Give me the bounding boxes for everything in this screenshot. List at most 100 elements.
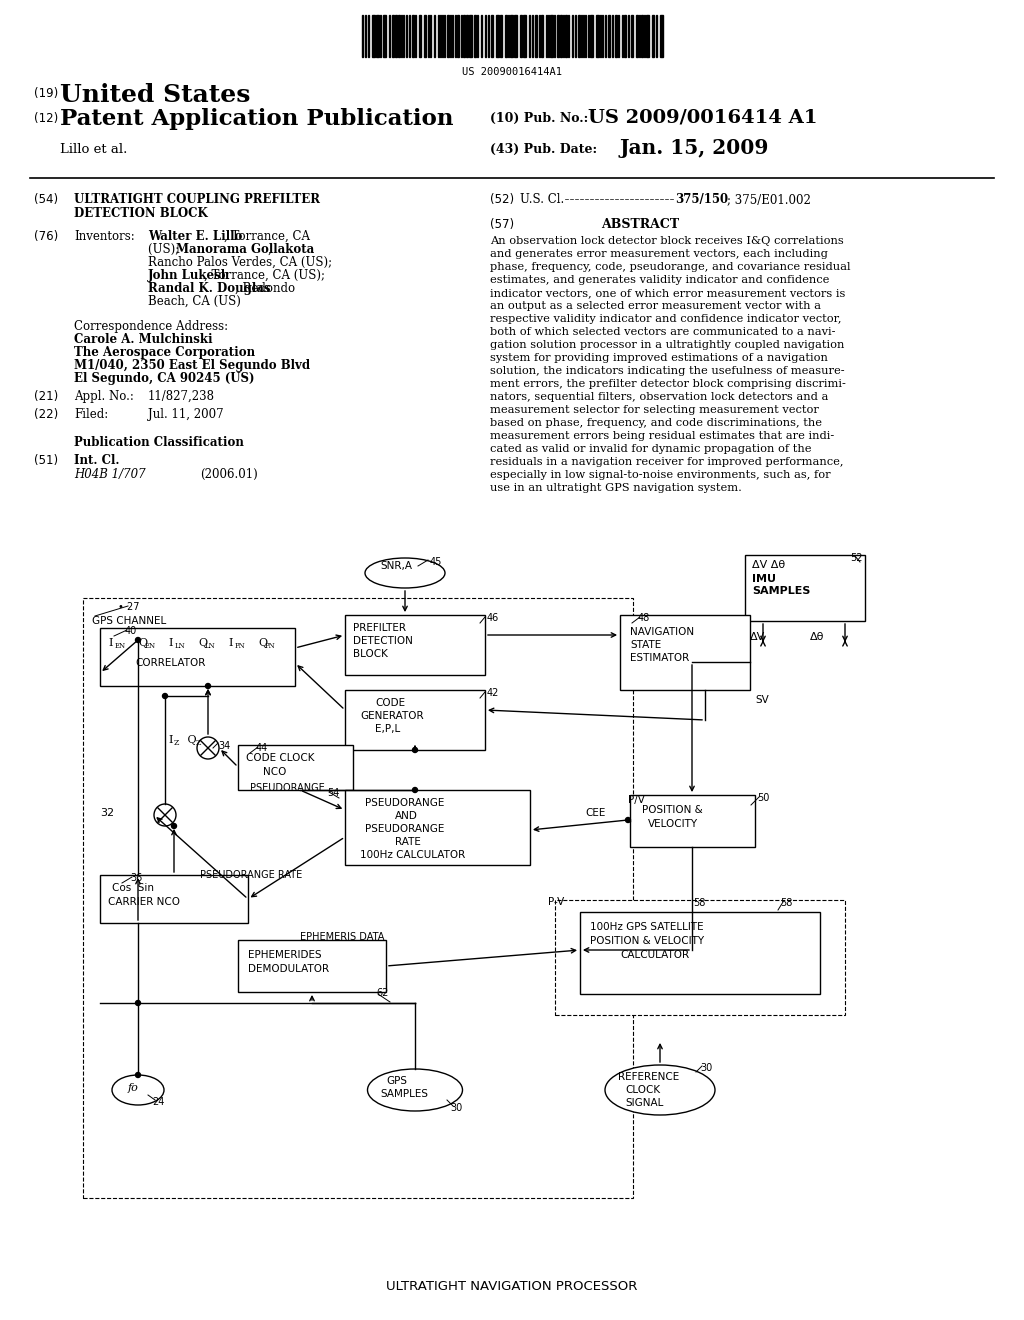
Text: ment errors, the prefilter detector block comprising discrimi-: ment errors, the prefilter detector bloc… (490, 379, 846, 389)
Bar (372, 15, 375, 57)
Text: Rancho Palos Verdes, CA (US);: Rancho Palos Verdes, CA (US); (148, 256, 332, 269)
Bar (660, 15, 663, 57)
Text: 58: 58 (693, 898, 706, 908)
Text: GPS: GPS (386, 1076, 407, 1086)
Text: NAVIGATION: NAVIGATION (630, 627, 694, 638)
Text: Z: Z (196, 739, 202, 747)
Text: (51): (51) (34, 454, 58, 467)
Bar (447, 15, 449, 57)
Text: Δθ: Δθ (810, 632, 824, 642)
Text: 100Hz GPS SATELLITE: 100Hz GPS SATELLITE (590, 921, 703, 932)
Text: 32: 32 (100, 808, 114, 818)
Text: El Segundo, CA 90245 (US): El Segundo, CA 90245 (US) (74, 372, 255, 385)
Circle shape (135, 1072, 140, 1077)
Text: nators, sequential filters, observation lock detectors and a: nators, sequential filters, observation … (490, 392, 828, 403)
Text: 48: 48 (638, 612, 650, 623)
Text: EN: EN (115, 642, 126, 649)
Text: ,: , (268, 243, 271, 256)
Text: 34: 34 (218, 741, 230, 751)
Text: US 20090016414A1: US 20090016414A1 (462, 67, 562, 77)
Bar (383, 15, 386, 57)
Text: The Aerospace Corporation: The Aerospace Corporation (74, 346, 255, 359)
Text: Randal K. Douglas: Randal K. Douglas (148, 282, 270, 294)
Bar (550, 15, 553, 57)
Text: PN: PN (234, 642, 246, 649)
Text: 54: 54 (327, 788, 339, 799)
Text: I: I (168, 638, 172, 648)
Text: P-V: P-V (548, 898, 564, 907)
Bar (395, 15, 397, 57)
Text: Correspondence Address:: Correspondence Address: (74, 319, 228, 333)
Text: 30: 30 (700, 1063, 713, 1073)
Bar (541, 15, 543, 57)
Ellipse shape (605, 1065, 715, 1115)
Bar (424, 15, 426, 57)
Text: H04B 1/707: H04B 1/707 (74, 469, 145, 480)
Bar (238, 940, 386, 993)
Circle shape (206, 684, 211, 689)
Text: Q: Q (258, 638, 267, 648)
Circle shape (413, 788, 418, 792)
Text: cated as valid or invalid for dynamic propagation of the: cated as valid or invalid for dynamic pr… (490, 444, 811, 454)
Text: Q: Q (184, 735, 197, 744)
Text: indicator vectors, one of which error measurement vectors is: indicator vectors, one of which error me… (490, 288, 846, 298)
Text: ULTRATIGHT COUPLING PREFILTER: ULTRATIGHT COUPLING PREFILTER (74, 193, 319, 206)
Text: residuals in a navigation receiver for improved performance,: residuals in a navigation receiver for i… (490, 457, 844, 467)
Bar (630, 795, 755, 847)
Text: REFERENCE: REFERENCE (618, 1072, 679, 1082)
Bar (392, 15, 394, 57)
Text: (22): (22) (34, 408, 58, 421)
Bar (505, 15, 507, 57)
Bar (608, 15, 610, 57)
Bar (345, 789, 530, 865)
Text: U.S. Cl.: U.S. Cl. (520, 193, 564, 206)
Text: PN: PN (265, 642, 275, 649)
Bar (238, 744, 353, 789)
Text: Patent Application Publication: Patent Application Publication (60, 108, 454, 129)
Text: E,P,L: E,P,L (375, 723, 400, 734)
Bar (565, 15, 567, 57)
Text: AND: AND (395, 810, 418, 821)
Text: (10) Pub. No.:: (10) Pub. No.: (490, 112, 588, 125)
Text: Beach, CA (US): Beach, CA (US) (148, 294, 241, 308)
Bar (620, 615, 750, 690)
Text: Carole A. Mulchinski: Carole A. Mulchinski (74, 333, 213, 346)
Bar (631, 15, 633, 57)
Text: 52: 52 (850, 553, 862, 564)
Text: 36: 36 (130, 873, 142, 883)
Bar (398, 15, 400, 57)
Text: Lillo et al.: Lillo et al. (60, 143, 127, 156)
Text: SNR,A: SNR,A (380, 561, 412, 572)
Text: gation solution processor in a ultratightly coupled navigation: gation solution processor in a ultratigh… (490, 341, 845, 350)
Bar (578, 15, 580, 57)
Text: I: I (168, 735, 172, 744)
Text: 24: 24 (152, 1097, 165, 1107)
Text: solution, the indicators indicating the usefulness of measure-: solution, the indicators indicating the … (490, 366, 845, 376)
Circle shape (135, 638, 140, 643)
Bar (596, 15, 599, 57)
Ellipse shape (112, 1074, 164, 1105)
Bar (466, 15, 468, 57)
Text: CODE: CODE (375, 698, 406, 708)
Text: 46: 46 (487, 612, 500, 623)
Text: • 27: • 27 (118, 602, 139, 612)
Text: Jan. 15, 2009: Jan. 15, 2009 (620, 139, 769, 158)
Bar (555, 900, 845, 1015)
Bar (646, 15, 649, 57)
Text: 62: 62 (376, 987, 388, 998)
Text: 42: 42 (487, 688, 500, 698)
Bar (560, 15, 562, 57)
Text: ; 375/E01.002: ; 375/E01.002 (727, 193, 811, 206)
Ellipse shape (365, 558, 445, 587)
Text: Appl. No.:: Appl. No.: (74, 389, 134, 403)
Ellipse shape (154, 804, 176, 826)
Text: (57): (57) (490, 218, 514, 231)
Text: 11/827,238: 11/827,238 (148, 389, 215, 403)
Bar (419, 15, 421, 57)
Text: DETECTION: DETECTION (353, 636, 413, 645)
Text: , Torrance, CA (US);: , Torrance, CA (US); (204, 269, 325, 282)
Bar (463, 15, 465, 57)
Text: respective validity indicator and confidence indicator vector,: respective validity indicator and confid… (490, 314, 842, 323)
Text: CALCULATOR: CALCULATOR (620, 950, 689, 960)
Text: ΔV: ΔV (750, 632, 765, 642)
